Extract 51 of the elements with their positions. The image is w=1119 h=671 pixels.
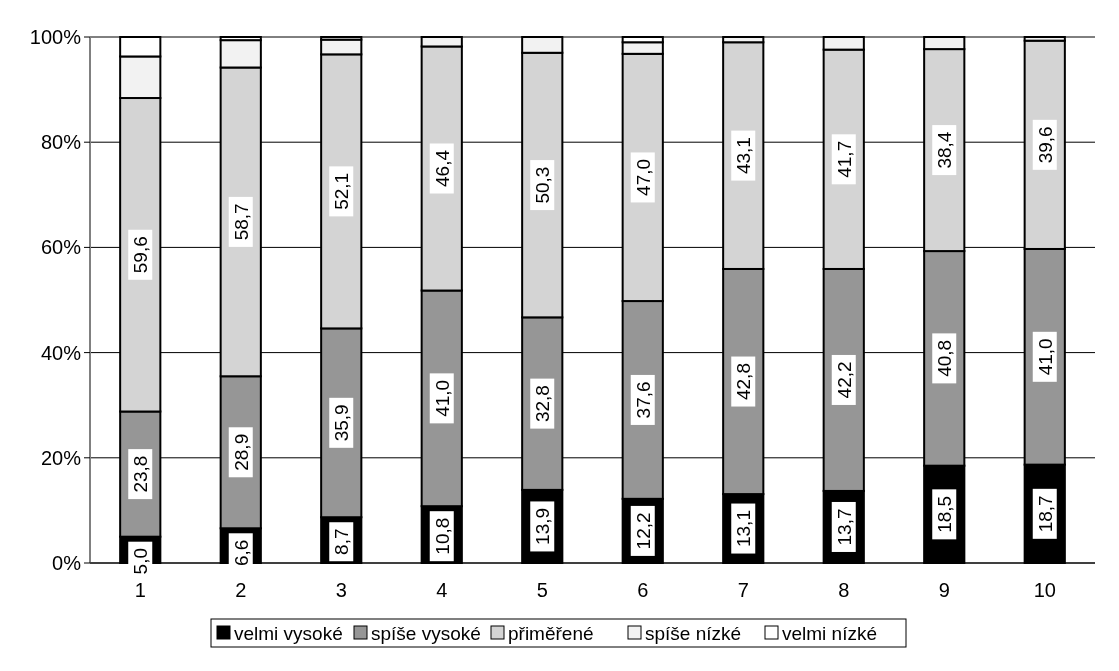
x-tick-label: 6	[637, 579, 649, 601]
data-label: 38,4	[934, 131, 956, 169]
legend-label: velmi vysoké	[234, 623, 343, 644]
data-label: 35,9	[331, 404, 353, 442]
data-label: 50,3	[532, 166, 554, 204]
x-tick-label: 8	[838, 579, 850, 601]
data-label: 42,8	[733, 363, 755, 401]
data-label: 32,8	[532, 385, 554, 423]
data-label: 41,7	[833, 140, 855, 178]
data-label: 18,7	[1034, 495, 1056, 533]
data-label: 39,6	[1034, 126, 1056, 164]
y-tick-label: 80%	[40, 131, 82, 154]
data-label: 59,6	[130, 236, 152, 274]
x-tick-label: 2	[235, 579, 247, 601]
legend-label: spíše vysoké	[371, 623, 481, 644]
x-tick-label: 10	[1033, 579, 1056, 601]
data-label: 40,8	[934, 339, 956, 377]
y-tick-label: 100%	[29, 26, 82, 48]
data-label: 18,5	[934, 495, 956, 533]
data-label: 52,1	[331, 172, 353, 210]
legend-label: přiměřené	[508, 623, 594, 644]
y-tick-label: 60%	[40, 236, 82, 259]
legend-label: spíše nízké	[645, 623, 742, 644]
x-tick-label: 5	[536, 579, 548, 601]
data-label: 13,7	[833, 508, 855, 546]
data-label: 8,7	[331, 528, 353, 555]
data-label: 5,0	[130, 547, 152, 575]
y-tick-label: 20%	[40, 446, 82, 469]
data-label: 13,1	[733, 510, 755, 548]
data-label: 58,7	[230, 203, 252, 241]
legend-label: velmi nízké	[782, 623, 878, 644]
data-label: 42,2	[833, 361, 855, 399]
data-label: 43,1	[733, 137, 755, 175]
x-tick-label: 7	[737, 579, 749, 601]
x-tick-label: 9	[938, 579, 950, 601]
data-label: 41,0	[1034, 338, 1056, 376]
data-label: 6,6	[230, 539, 252, 566]
x-tick-label: 4	[436, 579, 448, 601]
y-tick-label: 40%	[40, 341, 82, 364]
data-label: 41,0	[431, 379, 453, 417]
x-tick-label: 3	[335, 579, 347, 601]
data-label: 46,4	[431, 149, 453, 187]
data-label: 47,0	[632, 158, 654, 196]
y-tick-label: 0%	[52, 552, 82, 574]
data-label: 23,8	[130, 455, 152, 493]
data-label: 13,9	[532, 507, 554, 545]
data-label: 10,8	[431, 517, 453, 555]
data-label: 12,2	[632, 512, 654, 550]
x-tick-label: 1	[134, 579, 146, 601]
data-label: 37,6	[632, 381, 654, 419]
data-label: 28,9	[230, 433, 252, 471]
